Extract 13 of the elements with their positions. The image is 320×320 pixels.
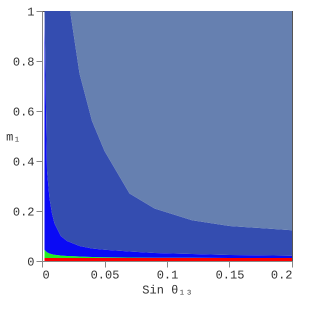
y-tick-label: 1 bbox=[27, 6, 34, 20]
x-axis-title: Sin θ₁₃ bbox=[142, 284, 193, 298]
y-tick-label: 0.8 bbox=[12, 56, 34, 70]
x-tick-label: 0.15 bbox=[216, 268, 244, 282]
y-tick-label: 0.2 bbox=[12, 206, 34, 220]
y-axis-title: m₁ bbox=[6, 130, 20, 144]
x-tick-label: 0 bbox=[42, 268, 50, 282]
x-tick-label: 0.2 bbox=[270, 268, 292, 282]
y-tick-label: 0.6 bbox=[12, 106, 34, 120]
y-tick-label: 0.4 bbox=[12, 156, 34, 170]
x-tick-label: 0.05 bbox=[90, 268, 120, 282]
x-tick-label: 0.1 bbox=[156, 268, 178, 282]
y-tick-label: 0 bbox=[27, 256, 34, 270]
